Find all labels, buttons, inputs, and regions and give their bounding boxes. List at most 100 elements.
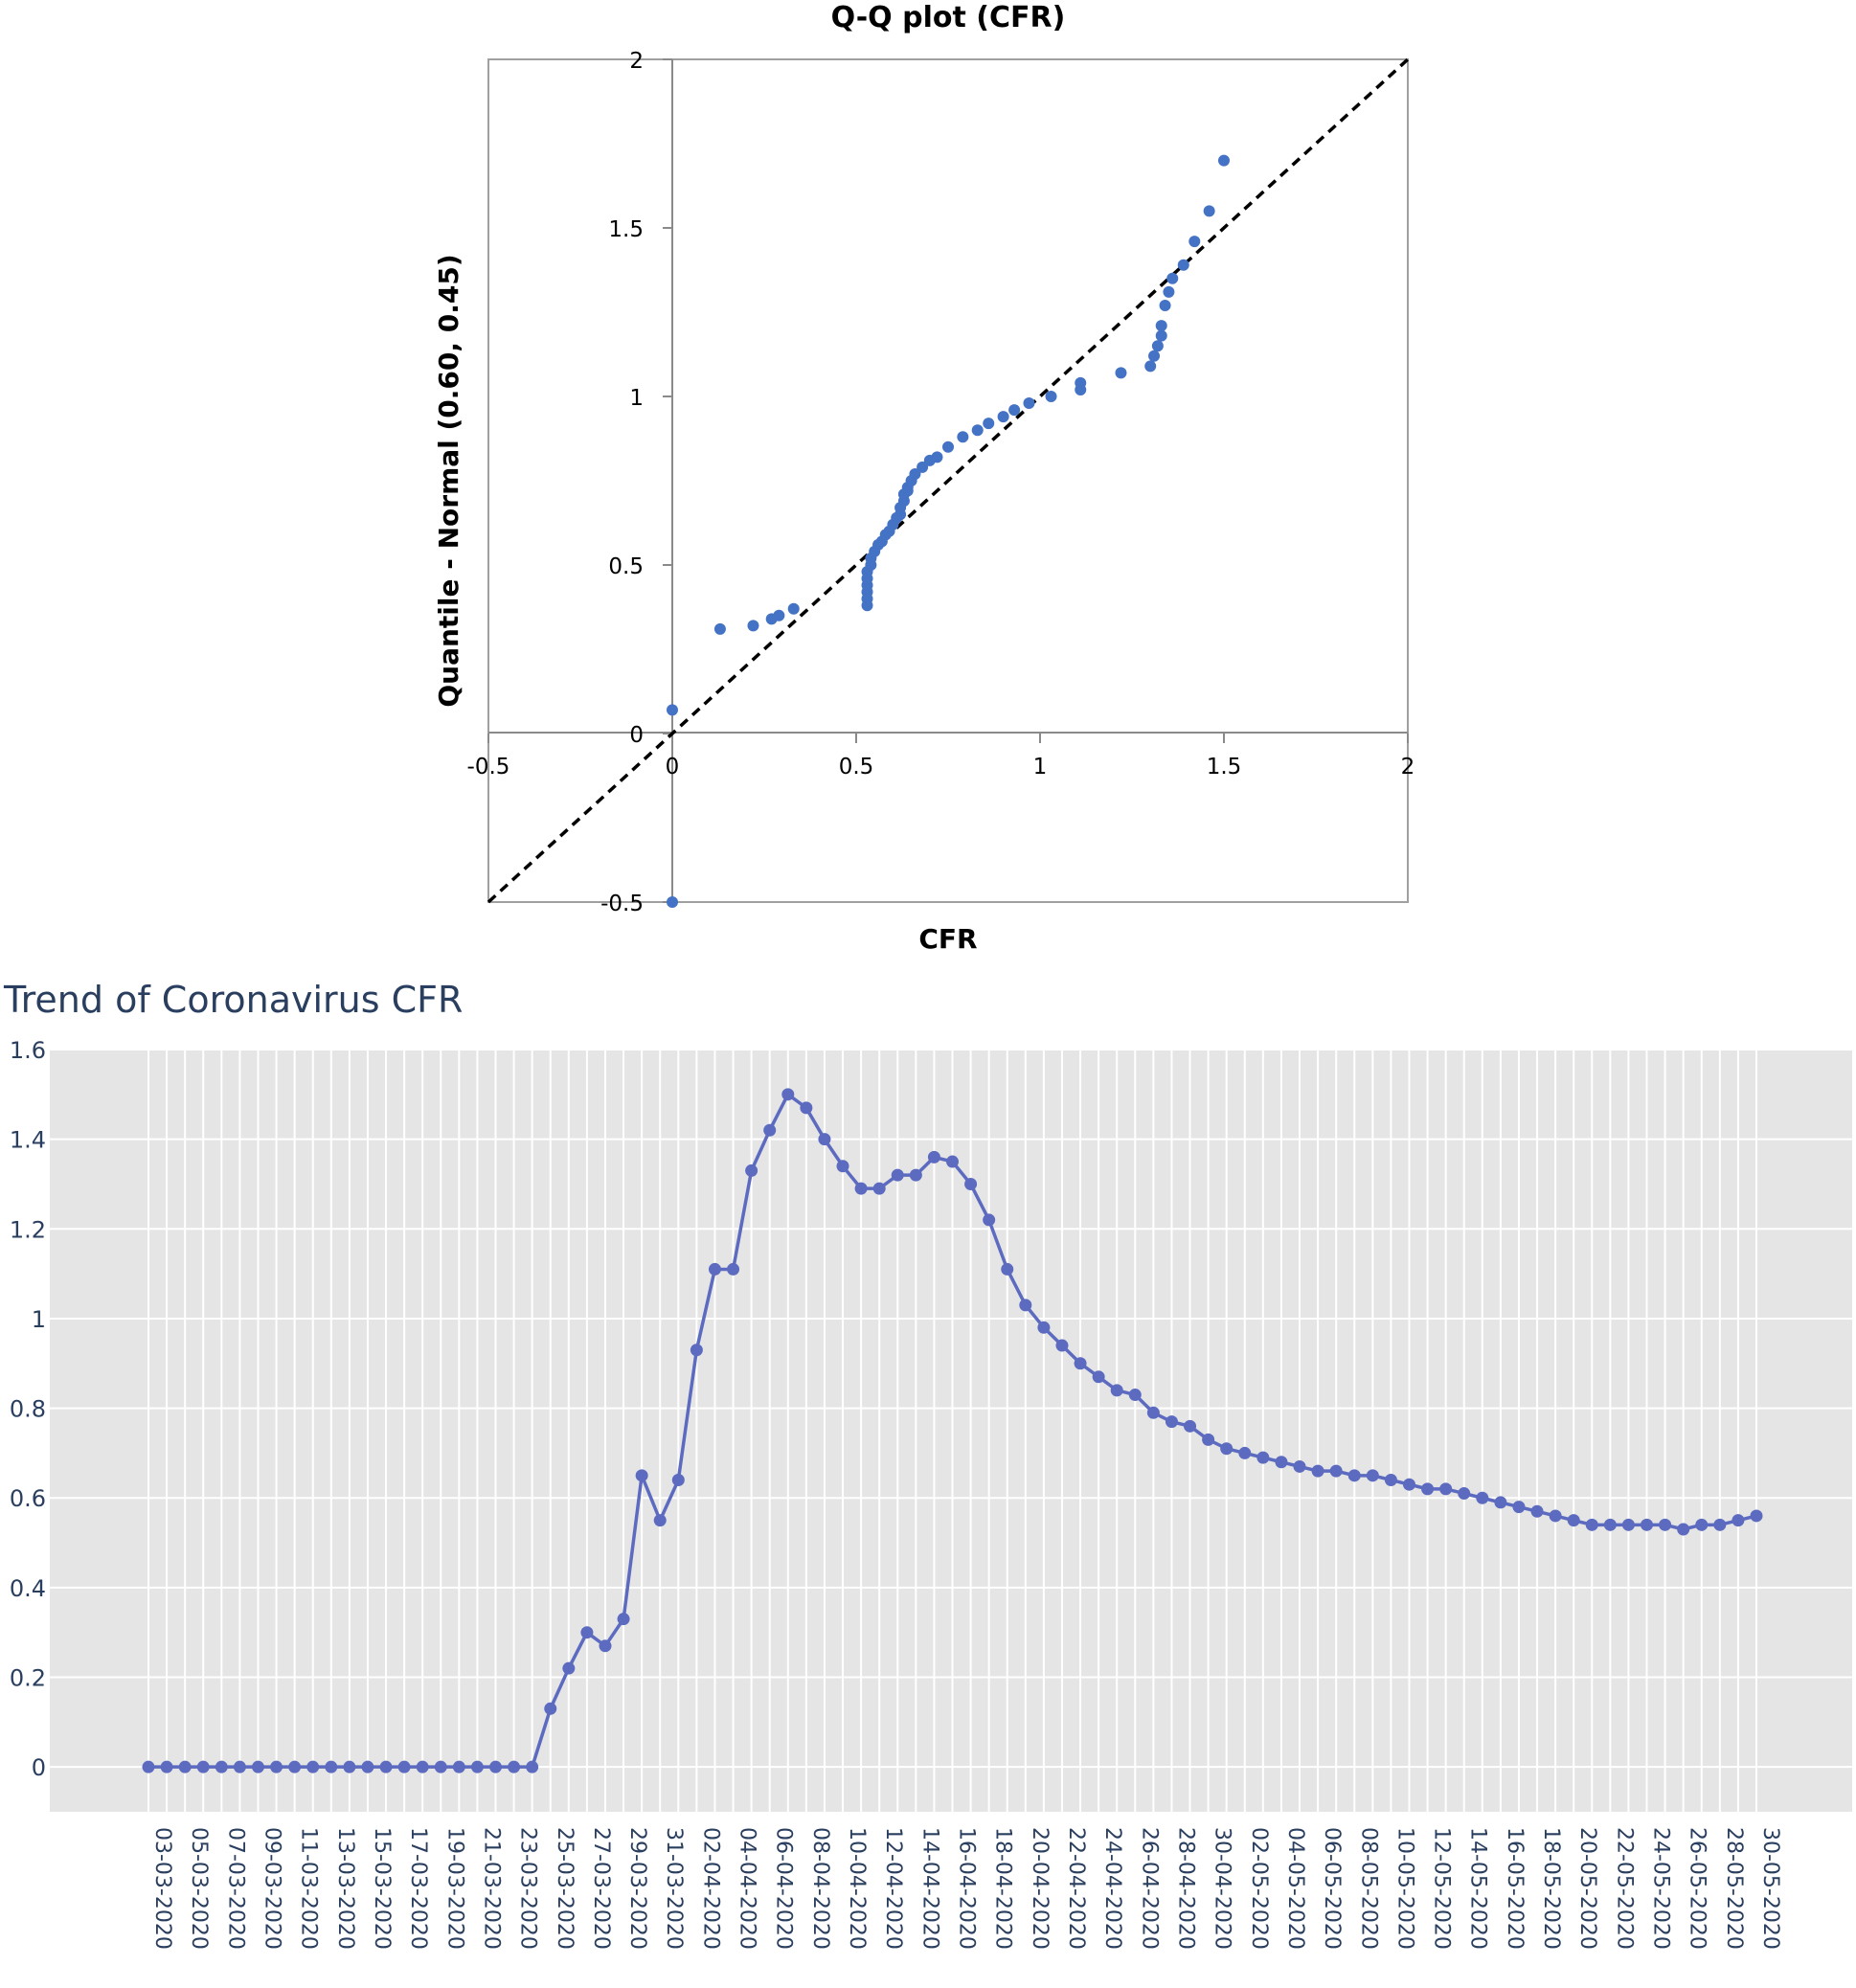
- trend-data-point: [1659, 1518, 1672, 1531]
- qq-data-point: [1144, 360, 1157, 373]
- trend-data-point: [708, 1262, 721, 1276]
- trend-x-tick-label: 28-04-2020: [1173, 1827, 1197, 1950]
- qq-data-point: [1177, 259, 1189, 271]
- trend-data-point: [562, 1661, 576, 1675]
- trend-data-point: [452, 1760, 465, 1773]
- qq-plot-figure: Q-Q plot (CFR) -0.5 0 0.5 1 1.5 2 -0.5 0 0.5 1 1.5…: [0, 0, 1856, 967]
- trend-data-point: [964, 1177, 978, 1190]
- qq-data-point: [747, 620, 759, 632]
- trend-y-tick-label: 0.2: [10, 1665, 46, 1692]
- qq-data-point: [667, 704, 678, 716]
- qq-data-point: [983, 418, 995, 430]
- trend-data-point: [470, 1760, 484, 1773]
- trend-data-point: [1677, 1523, 1690, 1536]
- trend-data-point: [544, 1702, 557, 1715]
- trend-data-point: [1713, 1518, 1727, 1531]
- qq-data-point: [1218, 154, 1230, 167]
- qq-data-point: [1163, 285, 1175, 298]
- qq-plot-svg: Q-Q plot (CFR) -0.5 0 0.5 1 1.5 2 -0.5 0 0.5 1 1.5…: [433, 1, 1415, 955]
- trend-data-point: [288, 1760, 302, 1773]
- trend-data-point: [1019, 1299, 1032, 1312]
- trend-data-point: [397, 1760, 411, 1773]
- trend-x-tick-label: 04-05-2020: [1283, 1827, 1307, 1950]
- qq-x-tick-label: 1.5: [1207, 755, 1242, 779]
- trend-data-point: [1037, 1321, 1051, 1334]
- qq-points-group: [667, 154, 1230, 908]
- trend-chart-title: Trend of Coronavirus CFR: [3, 979, 463, 1021]
- trend-data-point: [1110, 1384, 1123, 1397]
- qq-x-tick-label: 2: [1401, 755, 1415, 779]
- qq-data-point: [909, 467, 921, 480]
- trend-x-tick-label: 12-05-2020: [1430, 1827, 1454, 1950]
- trend-x-tick-label: 26-04-2020: [1137, 1827, 1161, 1950]
- trend-data-point: [178, 1760, 192, 1773]
- trend-data-point: [1220, 1442, 1234, 1456]
- trend-data-point: [196, 1760, 210, 1773]
- trend-x-tick-label: 18-04-2020: [991, 1827, 1015, 1950]
- trend-y-tick-label: 0.6: [10, 1485, 46, 1512]
- trend-y-tick-label: 0: [32, 1754, 46, 1781]
- qq-x-tick-label: -0.5: [467, 755, 510, 779]
- trend-data-point: [946, 1155, 959, 1168]
- trend-data-point: [927, 1150, 940, 1163]
- trend-data-point: [1293, 1459, 1306, 1473]
- qq-data-point: [1023, 397, 1035, 410]
- trend-data-point: [1621, 1518, 1635, 1531]
- trend-data-point: [800, 1101, 813, 1115]
- trend-x-tick-label: 10-04-2020: [845, 1827, 869, 1950]
- qq-ticks-group: -0.5 0 0.5 1 1.5 2 -0.5 0 0.5 1 1.5 2: [467, 49, 1415, 916]
- trend-data-point: [142, 1760, 155, 1773]
- qq-data-point: [1045, 391, 1057, 402]
- qq-data-point: [997, 411, 1009, 423]
- trend-data-point: [1476, 1491, 1489, 1504]
- trend-x-tick-label: 15-03-2020: [370, 1827, 394, 1950]
- trend-data-point: [653, 1514, 667, 1527]
- qq-x-tick-label: 1: [1033, 755, 1048, 779]
- trend-x-tick-label: 30-04-2020: [1211, 1827, 1234, 1950]
- qq-data-point: [1203, 205, 1215, 217]
- trend-data-point: [434, 1760, 447, 1773]
- trend-data-point: [1603, 1518, 1617, 1531]
- qq-data-point: [917, 461, 929, 473]
- trend-data-point: [1567, 1514, 1580, 1527]
- qq-data-point: [1188, 236, 1201, 248]
- trend-x-tick-label: 21-03-2020: [479, 1827, 503, 1950]
- trend-data-point: [1092, 1370, 1105, 1384]
- trend-x-tick-label: 06-04-2020: [772, 1827, 796, 1950]
- trend-y-tick-label: 1: [32, 1306, 46, 1333]
- trend-y-tick-label: 1.4: [10, 1127, 46, 1154]
- trend-data-point: [763, 1123, 777, 1137]
- trend-x-tick-label: 31-03-2020: [662, 1827, 686, 1950]
- trend-data-point: [617, 1613, 630, 1626]
- trend-grid-group: [50, 1049, 1852, 1812]
- trend-data-point: [781, 1088, 795, 1101]
- qq-data-point: [942, 441, 954, 453]
- trend-x-tick-label: 28-05-2020: [1722, 1827, 1746, 1950]
- qq-data-point: [1075, 376, 1087, 389]
- trend-data-point: [635, 1469, 648, 1482]
- qq-data-point: [1155, 329, 1167, 342]
- trend-data-point: [1402, 1478, 1415, 1491]
- trend-data-point: [1366, 1469, 1379, 1482]
- trend-data-point: [1275, 1456, 1288, 1469]
- trend-data-point: [233, 1760, 246, 1773]
- trend-data-point: [983, 1213, 996, 1227]
- trend-data-point: [361, 1760, 374, 1773]
- trend-data-point: [1165, 1415, 1178, 1429]
- trend-x-tick-label: 04-04-2020: [736, 1827, 759, 1950]
- trend-x-tick-label: 20-04-2020: [1028, 1827, 1052, 1950]
- trend-x-ticks-group: 03-03-2020 05-03-2020 07-03-2020 09-03-2020…: [150, 1827, 1782, 1950]
- qq-data-point: [971, 424, 984, 437]
- trend-data-point: [671, 1474, 685, 1487]
- qq-x-tick-label: 0: [666, 755, 680, 779]
- trend-data-point: [872, 1182, 886, 1195]
- qq-data-point: [1115, 367, 1127, 379]
- qq-data-point: [1166, 272, 1179, 284]
- trend-x-tick-label: 29-03-2020: [625, 1827, 649, 1950]
- trend-x-tick-label: 22-05-2020: [1612, 1827, 1636, 1950]
- qq-y-tick-label: 1.5: [608, 217, 644, 242]
- qq-data-point: [957, 431, 969, 443]
- trend-y-ticks-group: 0 0.2 0.4 0.6 0.8 1 1.2 1.4 1.6: [10, 1037, 46, 1781]
- trend-data-point: [1494, 1496, 1507, 1509]
- trend-chart-figure: Trend of Coronavirus CFR 0 0.2 0.4 0.6 0.8 1 1…: [0, 967, 1856, 1984]
